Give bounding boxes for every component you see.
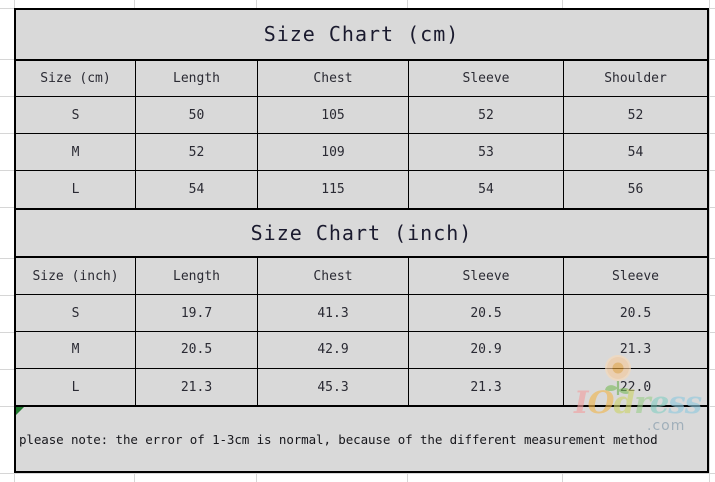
column-header-chest: Chest bbox=[258, 258, 409, 295]
column-header-size: Size (inch) bbox=[16, 258, 136, 295]
grid-line-horizontal bbox=[0, 473, 715, 474]
column-header-length: Length bbox=[136, 60, 258, 97]
cell-size: M bbox=[16, 331, 136, 368]
cm-table-title: Size Chart (cm) bbox=[263, 22, 460, 47]
cell-size: L bbox=[16, 368, 136, 406]
column-header-chest: Chest bbox=[258, 60, 409, 97]
cell-length: 52 bbox=[136, 134, 258, 170]
comment-marker-icon bbox=[16, 407, 24, 416]
column-header-sleeve-2: Sleeve bbox=[612, 268, 659, 284]
note-row: please note: the error of 1-3cm is norma… bbox=[16, 405, 707, 471]
column-header-shoulder: Shoulder bbox=[604, 71, 667, 87]
cell-sleeve: 20.5 bbox=[409, 295, 564, 331]
cell-sleeve-2: 22.0 bbox=[619, 379, 652, 395]
cell-length: 20.5 bbox=[136, 331, 258, 368]
cell-sleeve: 21.3 bbox=[409, 368, 564, 406]
column-header-size: Size (cm) bbox=[16, 60, 136, 97]
cell-sleeve-2: 20.5 bbox=[619, 305, 652, 321]
table-row: M 20.5 42.9 20.9 21.3 bbox=[16, 331, 707, 369]
cm-table-title-row: Size Chart (cm) bbox=[16, 10, 707, 61]
column-header-sleeve: Sleeve bbox=[409, 258, 564, 295]
measurement-note: please note: the error of 1-3cm is norma… bbox=[19, 431, 658, 447]
cell-sleeve: 54 bbox=[409, 170, 564, 208]
inch-table-header-row: Size (inch) Length Chest Sleeve Sleeve bbox=[16, 258, 707, 296]
cell-chest: 42.9 bbox=[258, 331, 409, 368]
column-header-sleeve: Sleeve bbox=[409, 60, 564, 97]
cell-chest: 105 bbox=[258, 97, 409, 134]
cell-sleeve-2: 21.3 bbox=[619, 342, 652, 358]
cell-chest: 109 bbox=[258, 134, 409, 170]
cell-chest: 41.3 bbox=[258, 295, 409, 331]
cell-chest: 45.3 bbox=[258, 368, 409, 406]
cell-size: S bbox=[16, 295, 136, 331]
cell-size: M bbox=[16, 134, 136, 170]
cell-size: S bbox=[16, 97, 136, 134]
column-header-length: Length bbox=[136, 258, 258, 295]
cm-table-header-row: Size (cm) Length Chest Sleeve Shoulder bbox=[16, 60, 707, 98]
inch-table-title: Size Chart (inch) bbox=[250, 221, 473, 246]
cell-length: 54 bbox=[136, 170, 258, 208]
cell-sleeve: 20.9 bbox=[409, 331, 564, 368]
cell-length: 21.3 bbox=[136, 368, 258, 406]
cell-length: 19.7 bbox=[136, 295, 258, 331]
table-row: L 21.3 45.3 21.3 22.0 bbox=[16, 368, 707, 406]
cell-chest: 115 bbox=[258, 170, 409, 208]
cell-sleeve: 52 bbox=[409, 97, 564, 134]
table-row: L 54 115 54 56 bbox=[16, 170, 707, 208]
cell-length: 50 bbox=[136, 97, 258, 134]
cell-shoulder: 56 bbox=[627, 181, 644, 197]
table-row: S 19.7 41.3 20.5 20.5 bbox=[16, 295, 707, 332]
cell-sleeve: 53 bbox=[409, 134, 564, 170]
cell-size: L bbox=[16, 170, 136, 208]
grid-line-vertical bbox=[709, 0, 710, 482]
inch-table-title-row: Size Chart (inch) bbox=[16, 207, 707, 259]
table-row: M 52 109 53 54 bbox=[16, 134, 707, 171]
size-chart-table: Size Chart (cm) Size (cm) Length Chest S… bbox=[14, 8, 709, 473]
cell-shoulder: 52 bbox=[627, 107, 644, 123]
cell-shoulder: 54 bbox=[627, 144, 644, 160]
table-row: S 50 105 52 52 bbox=[16, 97, 707, 135]
